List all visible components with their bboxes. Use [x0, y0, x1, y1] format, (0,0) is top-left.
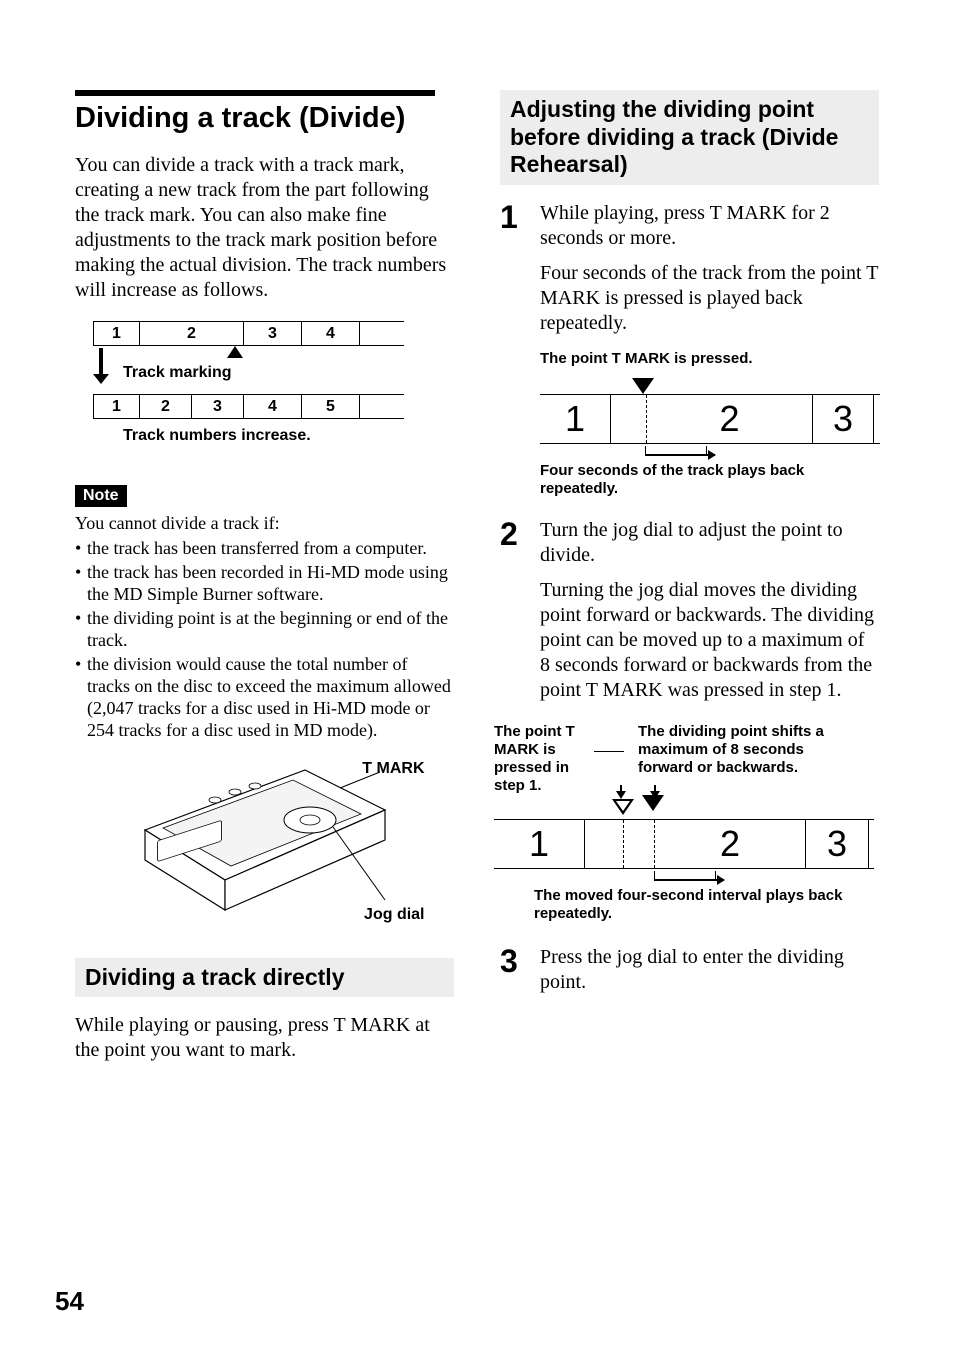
note-item: the dividing point is at the beginning o…: [75, 608, 454, 652]
track-marking-label: Track marking: [123, 364, 232, 382]
note-list: the track has been transferred from a co…: [75, 538, 454, 742]
step2-caption: The moved four-second interval plays bac…: [534, 887, 879, 923]
step2-diagram: 1 2 3: [494, 819, 874, 881]
section-rehearsal: Adjusting the dividing point before divi…: [500, 90, 879, 185]
cell: [360, 395, 404, 419]
step1-diag-label: The point T MARK is pressed.: [540, 350, 880, 368]
diag-cell: 1: [494, 820, 584, 868]
step2-annotations: The point T MARK is pressed in step 1. T…: [494, 723, 879, 795]
cell: [360, 322, 404, 346]
note-label: Note: [75, 485, 127, 507]
diag-cell: 1: [540, 395, 610, 443]
tmark-label: T MARK: [362, 760, 424, 778]
up-triangle-icon: [227, 346, 243, 358]
right-column: Adjusting the dividing point before divi…: [500, 90, 879, 1081]
step-3: 3 Press the jog dial to enter the dividi…: [500, 945, 879, 995]
small-down-arrow-icon: [616, 791, 626, 799]
cell: 1: [94, 322, 140, 346]
note-item: the track has been recorded in Hi-MD mod…: [75, 562, 454, 606]
triangle-outline-icon: [612, 799, 634, 815]
step-number: 1: [500, 201, 526, 498]
diag-cell: 3: [806, 820, 868, 868]
cell: 5: [302, 395, 360, 419]
step1-p1: While playing, press T MARK for 2 second…: [540, 201, 880, 251]
cell: 3: [192, 395, 244, 419]
arrow-right-icon: [654, 879, 724, 881]
step1-diagram: 1 2 3: [540, 378, 880, 456]
track-caption: Track numbers increase.: [123, 427, 454, 445]
cell: 4: [302, 322, 360, 346]
device-illustration: [105, 760, 425, 930]
main-title: Dividing a track (Divide): [75, 102, 454, 135]
dividing-directly-body: While playing or pausing, press T MARK a…: [75, 1013, 454, 1063]
triangle-down-icon: [642, 795, 664, 811]
step2-p2: Turning the jog dial moves the dividing …: [540, 578, 879, 703]
step2-annot-right: The dividing point shifts a maximum of 8…: [638, 723, 848, 777]
step2-p1: Turn the jog dial to adjust the point to…: [540, 518, 879, 568]
diag-cell: 2: [655, 820, 805, 868]
device-figure: T MARK Jog dial: [105, 760, 425, 930]
diag-cell: 2: [647, 395, 812, 443]
cell: 1: [94, 395, 140, 419]
step2-annot-left: The point T MARK is pressed in step 1.: [494, 723, 584, 795]
track-table-before: 1 2 3 4: [93, 321, 404, 346]
cell: 2: [140, 322, 244, 346]
diag-cell: 3: [813, 395, 873, 443]
triangle-down-icon: [632, 378, 654, 394]
step1-p2: Four seconds of the track from the point…: [540, 261, 880, 336]
step-2: 2 Turn the jog dial to adjust the point …: [500, 518, 879, 703]
step-number: 3: [500, 945, 526, 995]
arrow-right-icon: [645, 454, 715, 456]
page-number: 54: [55, 1286, 84, 1317]
cell: 4: [244, 395, 302, 419]
down-arrow-icon: [99, 348, 103, 376]
jogdial-label: Jog dial: [364, 906, 424, 924]
cell: 2: [140, 395, 192, 419]
left-column: Dividing a track (Divide) You can divide…: [75, 90, 454, 1081]
step-number: 2: [500, 518, 526, 703]
cell: 3: [244, 322, 302, 346]
step1-caption: Four seconds of the track plays back rep…: [540, 462, 880, 498]
title-rule: [75, 90, 435, 96]
intro-paragraph: You can divide a track with a track mark…: [75, 153, 454, 303]
note-item: the division would cause the total numbe…: [75, 654, 454, 742]
section-dividing-directly: Dividing a track directly: [75, 958, 454, 998]
note-item: the track has been transferred from a co…: [75, 538, 454, 560]
step3-p1: Press the jog dial to enter the dividing…: [540, 945, 879, 995]
step-1: 1 While playing, press T MARK for 2 seco…: [500, 201, 879, 498]
note-lead: You cannot divide a track if:: [75, 513, 454, 534]
track-table-after: 1 2 3 4 5: [93, 394, 404, 419]
